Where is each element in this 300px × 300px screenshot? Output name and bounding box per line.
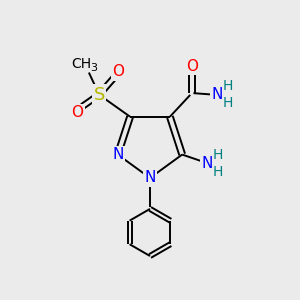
Text: N: N: [202, 156, 213, 171]
Text: S: S: [94, 85, 105, 103]
Text: 3: 3: [91, 62, 98, 73]
Text: H: H: [223, 97, 233, 110]
Text: O: O: [186, 58, 198, 74]
Text: H: H: [213, 165, 223, 179]
Text: CH: CH: [71, 57, 92, 71]
Text: O: O: [112, 64, 124, 80]
Text: H: H: [213, 148, 223, 162]
Text: O: O: [71, 105, 83, 120]
Text: N: N: [112, 147, 124, 162]
Text: N: N: [211, 87, 223, 102]
Text: H: H: [223, 79, 233, 93]
Text: N: N: [144, 170, 156, 185]
